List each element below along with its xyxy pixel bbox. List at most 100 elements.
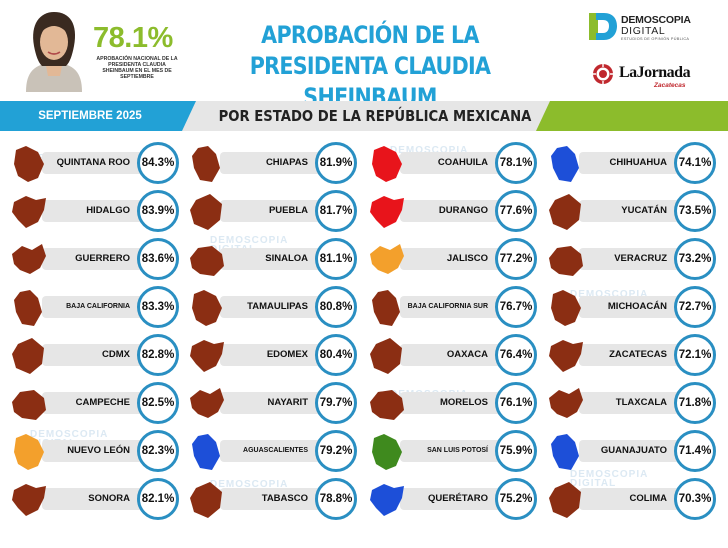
state-map-icon <box>14 290 42 326</box>
state-label-background <box>42 200 156 222</box>
state-name: AGUASCALIENTES <box>243 447 308 454</box>
state-approval-value: 71.4% <box>674 430 716 472</box>
state-map-icon <box>14 434 44 470</box>
state-map-icon <box>192 434 220 470</box>
state-card: NUEVO LEÓN 82.3% <box>4 428 182 474</box>
state-name: EDOMEX <box>266 349 308 360</box>
state-label-background <box>579 344 693 366</box>
state-map-icon <box>370 484 404 516</box>
la-jornada-logo-sub: Zacatecas <box>654 82 686 89</box>
la-jornada-seal-icon <box>593 64 613 84</box>
state-label-background <box>220 248 334 270</box>
survey-date: SEPTIEMBRE 2025 <box>38 110 142 122</box>
section-subtitle: POR ESTADO DE LA REPÚBLICA MEXICANA <box>218 107 532 125</box>
state-map-icon <box>12 244 46 274</box>
state-map-icon <box>370 196 404 228</box>
state-map-icon <box>12 484 46 516</box>
state-card: GUANAJUATO 71.4% <box>541 428 719 474</box>
state-map-icon <box>551 146 579 182</box>
state-label-background <box>220 344 334 366</box>
state-card: MORELOS 76.1% <box>362 380 540 426</box>
state-name: SAN LUIS POTOSÍ <box>427 447 488 454</box>
state-label-background <box>579 200 693 222</box>
state-label-background <box>579 392 693 414</box>
state-approval-value: 81.7% <box>315 190 357 232</box>
page-title: APROBACIÓN DE LA PRESIDENTA CLAUDIA SHEI… <box>205 20 535 113</box>
state-label-background <box>220 200 334 222</box>
state-label-background <box>400 296 514 318</box>
state-approval-value: 79.7% <box>315 382 357 424</box>
state-approval-value: 83.6% <box>137 238 179 280</box>
state-name: QUERÉTARO <box>428 493 488 504</box>
state-map-icon <box>370 244 404 274</box>
state-label-background <box>400 344 514 366</box>
header: 78.1% APROBACIÓN NACIONAL DE LA PRESIDEN… <box>0 0 728 111</box>
state-card: QUERÉTARO 75.2% <box>362 476 540 522</box>
state-card: VERACRUZ 73.2% <box>541 236 719 282</box>
state-name: DURANGO <box>438 205 488 216</box>
state-name: COLIMA <box>629 493 667 504</box>
demoscopia-logo-line1: DEMOSCOPIA <box>621 14 691 26</box>
state-name: PUEBLA <box>268 205 308 216</box>
state-map-icon <box>190 388 224 418</box>
national-approval-value: 78.1% <box>93 22 173 54</box>
state-approval-value: 71.8% <box>674 382 716 424</box>
state-map-icon <box>370 390 404 420</box>
state-label-background <box>400 248 514 270</box>
watermark-line1: DEMOSCOPIA <box>390 145 469 156</box>
state-card: GUERRERO 83.6% <box>4 236 182 282</box>
state-map-icon <box>549 340 583 372</box>
state-map-icon <box>549 246 583 276</box>
state-approval-value: 83.9% <box>137 190 179 232</box>
state-name: HIDALGO <box>86 205 130 216</box>
watermark-line1: DEMOSCOPIA <box>30 429 109 440</box>
state-name: GUERRERO <box>75 253 130 264</box>
state-label-background <box>220 296 334 318</box>
state-approval-value: 83.3% <box>137 286 179 328</box>
state-name: MORELOS <box>439 397 488 408</box>
state-map-icon <box>549 194 581 230</box>
state-approval-value: 78.8% <box>315 478 357 520</box>
state-card: DURANGO 77.6% <box>362 188 540 234</box>
state-map-icon <box>372 434 402 470</box>
state-map-icon <box>190 482 222 518</box>
state-name: OAXACA <box>446 349 488 360</box>
watermark-line1: DEMOSCOPIA <box>210 479 289 490</box>
states-grid: DEMOSCOPIADIGITALDEMOSCOPIADIGITALDEMOSC… <box>0 140 728 548</box>
state-label-background <box>42 296 156 318</box>
state-map-icon <box>549 482 581 518</box>
state-name: TABASCO <box>261 493 308 504</box>
section-band: SEPTIEMBRE 2025 POR ESTADO DE LA REPÚBLI… <box>0 101 728 131</box>
state-label-background <box>579 488 693 510</box>
la-jornada-logo-name: LaJornada <box>619 64 691 81</box>
state-card: HIDALGO 83.9% <box>4 188 182 234</box>
state-map-icon <box>14 146 44 182</box>
state-label-background <box>579 248 693 270</box>
state-map-icon <box>192 146 220 182</box>
state-card: CAMPECHE 82.5% <box>4 380 182 426</box>
state-map-icon <box>551 434 579 470</box>
state-card: EDOMEX 80.4% <box>182 332 360 378</box>
state-label-background <box>42 440 156 462</box>
state-approval-value: 77.6% <box>495 190 537 232</box>
state-card: TABASCO 78.8% <box>182 476 360 522</box>
state-name: GUANAJUATO <box>600 445 667 456</box>
state-approval-value: 82.3% <box>137 430 179 472</box>
state-approval-value: 73.2% <box>674 238 716 280</box>
state-label-background <box>579 296 693 318</box>
state-label-background <box>42 248 156 270</box>
state-approval-value: 82.5% <box>137 382 179 424</box>
watermark-line1: DEMOSCOPIA <box>210 235 289 246</box>
state-card: SINALOA 81.1% <box>182 236 360 282</box>
state-approval-value: 76.1% <box>495 382 537 424</box>
state-card: ZACATECAS 72.1% <box>541 332 719 378</box>
state-approval-value: 80.8% <box>315 286 357 328</box>
state-name: COAHUILA <box>437 157 488 168</box>
state-name: YUCATÁN <box>621 205 667 216</box>
state-card: MICHOACÁN 72.7% <box>541 284 719 330</box>
state-approval-value: 77.2% <box>495 238 537 280</box>
state-card: SONORA 82.1% <box>4 476 182 522</box>
state-card: COAHUILA 78.1% <box>362 140 540 186</box>
demoscopia-logo-mark-icon <box>589 13 617 40</box>
